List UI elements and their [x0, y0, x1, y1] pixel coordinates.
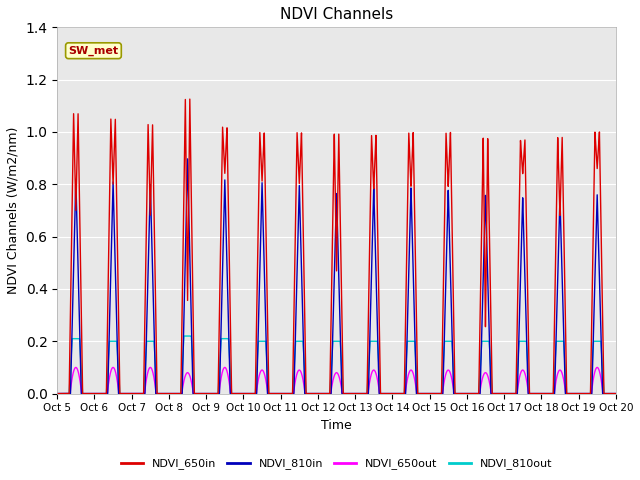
Line: NDVI_650out: NDVI_650out [57, 367, 616, 394]
NDVI_810in [493, 391, 501, 396]
NDVI_650out [167, 391, 175, 396]
NDVI_810in [53, 391, 61, 396]
NDVI_650out [414, 391, 422, 396]
NDVI_810in [414, 391, 422, 396]
NDVI_810out [612, 391, 620, 396]
Line: NDVI_810out: NDVI_810out [57, 336, 616, 394]
NDVI_650in [53, 391, 61, 396]
NDVI_810in [167, 391, 175, 396]
NDVI_650out [493, 391, 501, 396]
NDVI_810in [610, 391, 618, 396]
Y-axis label: NDVI Channels (W/m2/nm): NDVI Channels (W/m2/nm) [7, 127, 20, 294]
NDVI_650out [262, 380, 270, 386]
X-axis label: Time: Time [321, 419, 352, 432]
NDVI_810in [173, 391, 180, 396]
NDVI_810out [493, 391, 501, 396]
Legend: NDVI_650in, NDVI_810in, NDVI_650out, NDVI_810out: NDVI_650in, NDVI_810in, NDVI_650out, NDV… [116, 454, 557, 474]
NDVI_650in [610, 391, 618, 396]
Line: NDVI_810in: NDVI_810in [57, 159, 616, 394]
NDVI_650in [186, 96, 194, 102]
NDVI_810out [167, 391, 175, 396]
NDVI_810out [610, 391, 618, 396]
NDVI_810in [612, 391, 620, 396]
NDVI_810out [173, 391, 180, 396]
NDVI_810in [184, 156, 191, 162]
NDVI_650in [167, 391, 175, 396]
NDVI_650out [612, 391, 620, 396]
NDVI_810out [262, 349, 270, 355]
NDVI_650in [612, 391, 620, 396]
Title: NDVI Channels: NDVI Channels [280, 7, 393, 22]
NDVI_810out [53, 391, 61, 396]
NDVI_650in [173, 391, 180, 396]
NDVI_650in [493, 391, 501, 396]
NDVI_650out [610, 391, 618, 396]
Text: SW_met: SW_met [68, 46, 118, 56]
NDVI_650in [262, 253, 270, 259]
NDVI_810out [414, 390, 422, 396]
NDVI_650in [414, 389, 422, 395]
NDVI_650out [173, 391, 180, 396]
NDVI_810in [262, 350, 270, 356]
Line: NDVI_650in: NDVI_650in [57, 99, 616, 394]
NDVI_810out [180, 333, 188, 339]
NDVI_650out [72, 364, 80, 370]
NDVI_650out [53, 391, 61, 396]
